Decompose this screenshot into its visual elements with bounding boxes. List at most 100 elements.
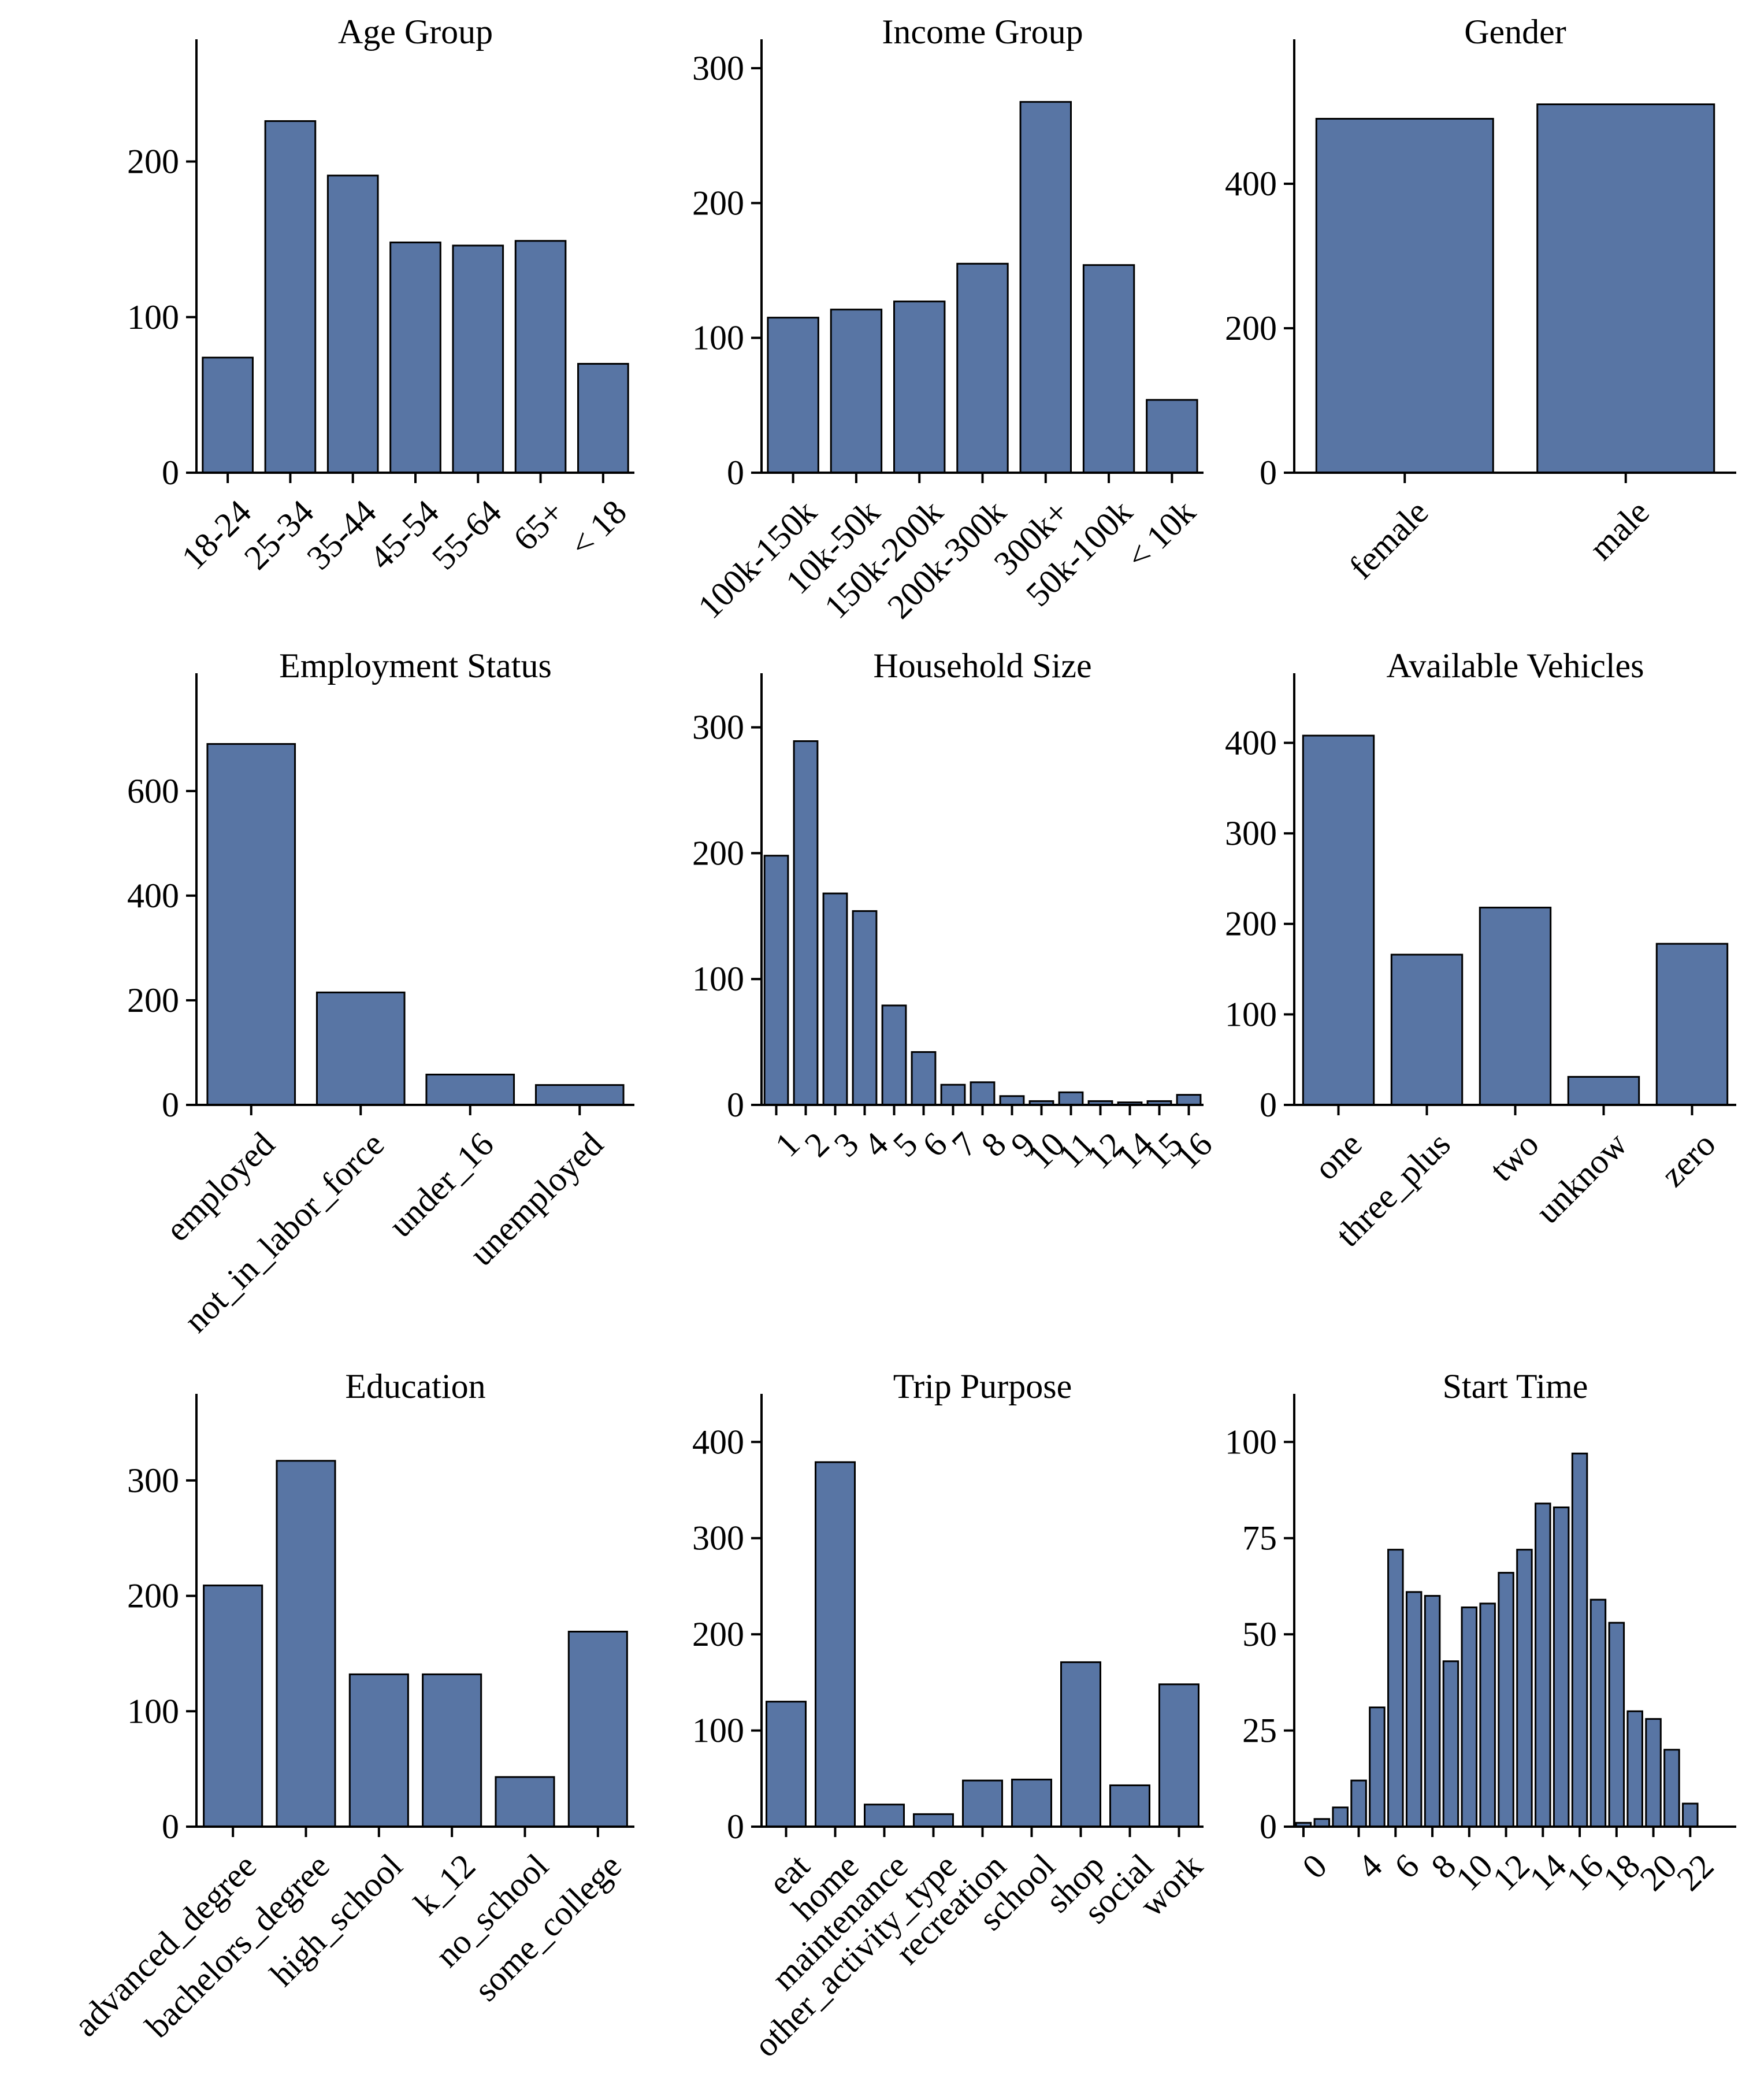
- y-tick-label: 400: [1225, 724, 1277, 762]
- panel-income-group: Income Group0100200300100k-150k10k-50k15…: [690, 13, 1204, 626]
- bar-trip-purpose-home: [815, 1461, 856, 1828]
- bar-education-advanced-degree: [203, 1585, 263, 1828]
- y-tick-label: 400: [127, 877, 179, 915]
- bar-household-size-3: [822, 892, 848, 1106]
- bar-income-group-100k-150k: [767, 317, 819, 474]
- bar-available-vehicles-two: [1479, 907, 1552, 1106]
- bar-start-time-13: [1535, 1502, 1551, 1828]
- chart-title-age-group: Age Group: [338, 13, 493, 51]
- x-tick-label-6: 6: [915, 1125, 955, 1164]
- x-tick-label-6: 6: [1387, 1847, 1427, 1886]
- y-tick-label: 300: [692, 49, 744, 87]
- y-tick-label: 100: [1225, 995, 1277, 1033]
- y-tick-label: 0: [727, 1808, 744, 1846]
- bar-age-group-55-64: [452, 244, 504, 474]
- x-tick-label-unknow: unknow: [1528, 1125, 1635, 1231]
- x-tick-label-0: 0: [1295, 1847, 1334, 1886]
- x-tick-label-45-54: 45-54: [362, 493, 447, 577]
- y-tick-label: 0: [162, 1086, 179, 1124]
- bar-trip-purpose-school: [1011, 1778, 1052, 1828]
- bar-start-time-3: [1350, 1779, 1367, 1828]
- bar-household-size-16: [1176, 1094, 1202, 1106]
- y-tick-label: 100: [127, 298, 179, 336]
- y-tick-label: 50: [1242, 1615, 1277, 1653]
- y-tick-label: 100: [127, 1692, 179, 1730]
- y-tick-label: 300: [1225, 814, 1277, 852]
- bar-start-time-11: [1498, 1572, 1514, 1828]
- y-tick-label: 100: [1225, 1423, 1277, 1461]
- bar-trip-purpose-other-activity-type: [913, 1813, 954, 1828]
- x-tick-label-7: 7: [945, 1125, 984, 1164]
- bar-start-time-4: [1369, 1706, 1386, 1828]
- y-tick-label: 0: [1260, 1086, 1277, 1124]
- x-tick-label-25-34: 25-34: [237, 493, 321, 577]
- bar-education-bachelors-degree: [276, 1460, 336, 1828]
- bar-trip-purpose-eat: [766, 1701, 807, 1828]
- bar-household-size-11: [1058, 1091, 1084, 1106]
- bar-start-time-21: [1682, 1802, 1699, 1828]
- bar-income-group-50k-100k: [1082, 264, 1135, 474]
- bar-trip-purpose-shop: [1060, 1661, 1101, 1828]
- bar-start-time-8: [1442, 1660, 1459, 1828]
- chart-title-trip-purpose: Trip Purpose: [893, 1367, 1072, 1405]
- panel-employment-status: Employment Status0200400600employednot_i…: [127, 647, 634, 1340]
- y-tick-label: 100: [692, 319, 744, 357]
- x-tick-label-18-24: 18-24: [174, 493, 259, 577]
- panel-available-vehicles: Available Vehicles0100200300400onethree_…: [1225, 647, 1736, 1254]
- y-tick-label: 0: [1260, 454, 1277, 492]
- y-tick-label: 300: [127, 1461, 179, 1500]
- x-tick-label-male: male: [1582, 493, 1657, 567]
- bar-household-size-8: [970, 1081, 996, 1106]
- bar-employment-status-not-in-labor-force: [315, 991, 406, 1106]
- bar-income-group-10k-50k: [830, 309, 883, 474]
- bar-income-group-300k: [1019, 101, 1072, 474]
- y-tick-label: 0: [727, 454, 744, 492]
- bar-gender-female: [1315, 118, 1494, 474]
- bar-employment-status-unemployed: [534, 1084, 625, 1106]
- bar-trip-purpose-work: [1158, 1683, 1199, 1828]
- y-tick-label: 200: [127, 143, 179, 181]
- y-tick-label: 100: [692, 960, 744, 998]
- bar-household-size-6: [911, 1051, 937, 1106]
- y-tick-label: 200: [692, 834, 744, 872]
- x-tick-label-10k: < 10k: [1119, 493, 1203, 577]
- bar-available-vehicles-one: [1302, 734, 1375, 1106]
- panel-household-size: Household Size01002003001234567891011121…: [692, 647, 1220, 1177]
- y-tick-label: 0: [727, 1086, 744, 1124]
- bar-start-time-19: [1645, 1718, 1662, 1828]
- y-tick-label: 100: [692, 1712, 744, 1750]
- bar-employment-status-under-16: [425, 1073, 515, 1106]
- chart-title-gender: Gender: [1464, 13, 1566, 51]
- chart-title-employment-status: Employment Status: [279, 647, 552, 685]
- x-tick-label-5: 5: [886, 1125, 925, 1164]
- bar-age-group-45-54: [389, 242, 441, 474]
- bar-trip-purpose-maintenance: [864, 1804, 905, 1828]
- bar-start-time-20: [1663, 1749, 1680, 1828]
- x-tick-label-3: 3: [827, 1125, 866, 1164]
- bar-start-time-12: [1516, 1549, 1533, 1828]
- bar-start-time-9: [1461, 1606, 1478, 1828]
- y-tick-label: 200: [127, 981, 179, 1019]
- bar-employment-status-employed: [206, 743, 296, 1106]
- y-tick-label: 400: [1225, 165, 1277, 203]
- x-tick-label-18: < 18: [562, 493, 634, 565]
- bar-income-group-10k: [1146, 399, 1198, 474]
- y-tick-label: 75: [1242, 1519, 1277, 1557]
- x-tick-label-22: 22: [1669, 1847, 1721, 1898]
- bar-start-time-10: [1479, 1602, 1496, 1828]
- bar-start-time-15: [1571, 1452, 1588, 1828]
- y-tick-label: 200: [1225, 309, 1277, 347]
- y-tick-label: 600: [127, 772, 179, 810]
- chart-title-education: Education: [345, 1367, 485, 1405]
- y-tick-label: 0: [162, 1808, 179, 1846]
- y-tick-label: 0: [1260, 1808, 1277, 1846]
- x-tick-label-two: two: [1482, 1125, 1546, 1189]
- x-tick-label-zero: zero: [1654, 1125, 1723, 1194]
- chart-title-start-time: Start Time: [1443, 1367, 1588, 1405]
- x-tick-label-4: 4: [856, 1125, 896, 1164]
- y-tick-label: 25: [1242, 1712, 1277, 1750]
- bar-trip-purpose-recreation: [962, 1779, 1003, 1828]
- bar-start-time-16: [1589, 1598, 1607, 1828]
- bar-start-time-14: [1553, 1506, 1570, 1828]
